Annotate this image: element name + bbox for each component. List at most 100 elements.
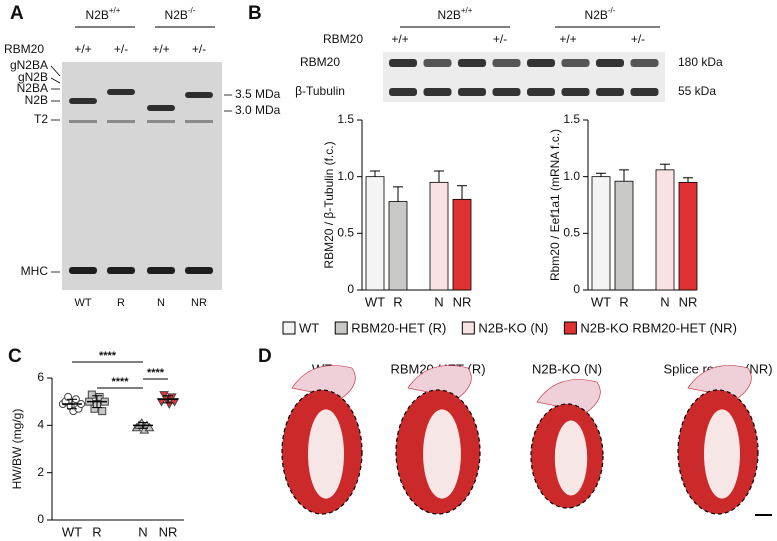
bar [365, 176, 385, 291]
legend-label: WT [299, 320, 319, 335]
panel-letter: C [8, 346, 22, 367]
blot-band [561, 59, 590, 67]
group-genotype: +/+ [109, 6, 121, 15]
blot-band [561, 88, 590, 96]
x-tick-label: N [660, 294, 669, 309]
band-label: N2B [25, 93, 48, 107]
gel-band [69, 98, 97, 104]
gel-band [69, 120, 97, 123]
x-tick-label: R [92, 524, 101, 539]
row-label: RBM20 [4, 42, 44, 56]
y-tick-label: 1.0 [563, 169, 580, 183]
point [95, 392, 104, 401]
y-tick-label: 0 [37, 512, 44, 526]
blot-row-label: RBM20 [300, 55, 340, 69]
y-tick-label: 0.5 [563, 226, 580, 240]
size-label: 3.5 MDa [235, 87, 281, 101]
x-tick-label: WT [591, 294, 611, 309]
bar [388, 201, 408, 291]
y-tick-label: 0 [573, 282, 580, 296]
blot-band [492, 88, 521, 96]
blot-band [527, 59, 555, 67]
row-label: RBM20 [323, 32, 363, 46]
band-pointer [50, 65, 61, 77]
y-axis-label: RBM20 / β-Tubulin (f.c.) [322, 141, 336, 268]
gel-band [69, 267, 97, 274]
panel-letter: D [258, 346, 272, 367]
gel-band [185, 267, 213, 274]
gel-band [147, 267, 175, 274]
blot-band [630, 88, 659, 96]
lane-label: NR [191, 297, 207, 309]
gel-band [185, 92, 213, 98]
bar [655, 169, 675, 291]
legend-swatch [282, 321, 296, 335]
heart-cavity [423, 409, 461, 499]
point [87, 390, 96, 399]
y-tick-label: 1.5 [337, 112, 354, 126]
point [159, 391, 169, 400]
size-label: 3.0 MDa [235, 103, 281, 117]
y-tick-label: 2 [37, 465, 44, 479]
blot-row-label: β-Tubulin [295, 84, 345, 98]
lane-genotype: +/- [192, 42, 206, 56]
panel-letter: B [248, 3, 262, 24]
heart-atria [536, 379, 601, 413]
bar [591, 176, 611, 291]
blot-band [423, 59, 452, 67]
legend-swatch [563, 321, 577, 335]
gel-band [107, 120, 135, 123]
point [64, 392, 73, 401]
band-label: gN2B [18, 70, 48, 84]
bar [452, 198, 472, 291]
group-label: N2B+/+ [438, 6, 473, 22]
point [98, 407, 107, 416]
blot-band [423, 88, 452, 96]
blot-band [389, 59, 417, 67]
heart-atria [687, 365, 752, 399]
band-pointer [50, 77, 61, 84]
legend-swatch [461, 321, 475, 335]
y-tick-label: 1.0 [337, 169, 354, 183]
lane-genotype: +/+ [74, 42, 91, 56]
panel-letter: A [10, 3, 24, 24]
x-tick-label: NR [159, 524, 178, 539]
legend-label: N2B-KO RBM20-HET (NR) [580, 320, 737, 335]
group-label: N2B-/- [165, 6, 196, 22]
lane-genotype: +/- [114, 42, 128, 56]
band-label: gN2BA [10, 58, 48, 72]
x-tick-label: N [434, 294, 443, 309]
lane-genotype: +/- [631, 32, 645, 46]
blot-band [630, 59, 659, 67]
lane-genotype: +/- [493, 32, 507, 46]
x-tick-label: N [138, 524, 147, 539]
y-tick-label: 1.5 [563, 112, 580, 126]
heart-cavity [554, 420, 588, 496]
group-genotype: -/- [188, 6, 196, 15]
bar [429, 181, 449, 291]
legend-swatch [334, 321, 348, 335]
blot-band [527, 88, 555, 96]
blot-band [389, 88, 417, 96]
lane-label: R [117, 297, 125, 309]
x-tick-label: R [393, 294, 402, 309]
heart-cavity [308, 409, 344, 499]
lane-genotype: +/+ [391, 32, 408, 46]
gel-band [147, 105, 175, 111]
y-axis-label: HW/BW (mg/g) [10, 409, 24, 490]
x-tick-label: NR [453, 294, 472, 309]
x-tick-label: WT [62, 524, 82, 539]
band-label: N2BA [17, 81, 48, 95]
group-name: N2B [438, 8, 461, 22]
group-genotype: -/- [608, 6, 616, 15]
heart-cavity [704, 409, 740, 499]
blot-band [458, 88, 486, 96]
lane-label: WT [74, 297, 91, 309]
heart-atria [407, 365, 472, 399]
heart-atria [291, 365, 356, 399]
gel-band [107, 267, 135, 274]
group-label: N2B-/- [585, 6, 616, 22]
blot-size: 55 kDa [678, 84, 716, 98]
blot-band [596, 88, 624, 96]
